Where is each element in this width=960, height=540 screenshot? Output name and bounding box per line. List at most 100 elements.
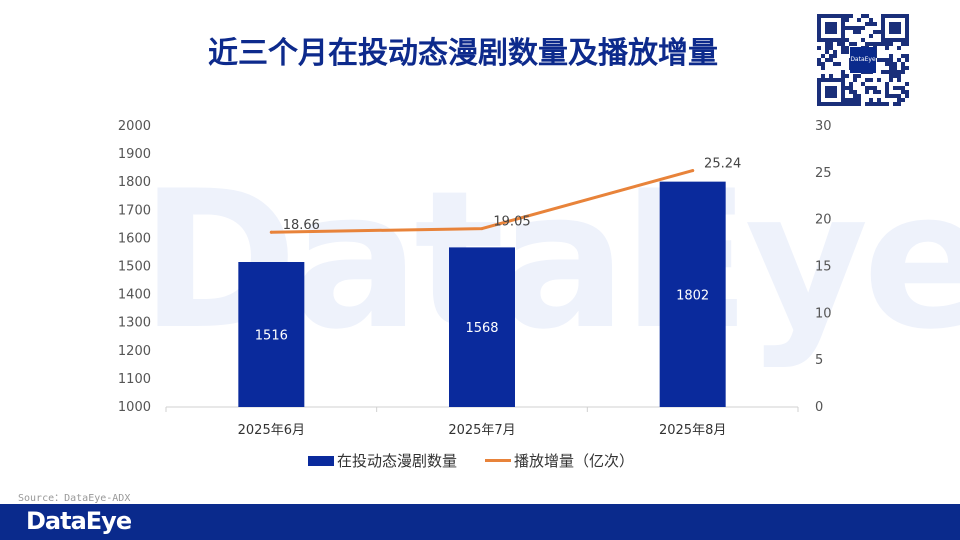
- qr-module: [889, 62, 893, 66]
- qr-module: [849, 86, 853, 90]
- qr-module: [869, 18, 873, 22]
- qr-module: [845, 74, 849, 78]
- y-right-tick-label: 5: [815, 353, 823, 368]
- qr-module: [897, 58, 901, 62]
- legend-bar-label: 在投动态漫剧数量: [337, 452, 458, 470]
- qr-module: [893, 62, 897, 66]
- qr-module: [885, 46, 889, 50]
- y-left-tick-label: 1400: [118, 288, 151, 303]
- qr-module: [865, 22, 869, 26]
- x-category-label: 2025年6月: [238, 423, 305, 438]
- qr-module: [853, 74, 857, 78]
- qr-module: [853, 30, 857, 34]
- legend-line-label: 播放增量（亿次）: [514, 452, 635, 470]
- qr-module: [849, 82, 853, 86]
- qr-module: [877, 42, 881, 46]
- qr-module: [853, 42, 857, 46]
- qr-module: [829, 42, 833, 46]
- qr-module: [869, 86, 873, 90]
- qr-module: [857, 74, 861, 78]
- qr-module: [873, 90, 877, 94]
- qr-module: [853, 98, 857, 102]
- qr-module: [885, 58, 889, 62]
- qr-module: [885, 86, 889, 90]
- page-title: 近三个月在投动态漫剧数量及播放增量: [208, 36, 718, 71]
- qr-module: [845, 14, 849, 18]
- qr-code: DataEye: [817, 14, 909, 106]
- y-left-tick-label: 2000: [118, 119, 151, 134]
- qr-module: [881, 58, 885, 62]
- y-left-tick-label: 1600: [118, 231, 151, 246]
- qr-module: [845, 50, 849, 54]
- qr-finder-inner: [889, 22, 901, 34]
- y-right-tick-label: 0: [815, 400, 823, 415]
- qr-module: [861, 38, 865, 42]
- qr-module: [901, 70, 905, 74]
- qr-module: [865, 102, 869, 106]
- qr-module: [849, 98, 853, 102]
- x-category-label: 2025年7月: [448, 423, 515, 438]
- line-point: [269, 230, 273, 234]
- qr-module: [905, 58, 909, 62]
- y-left-tick-label: 1700: [118, 203, 151, 218]
- qr-module: [857, 98, 861, 102]
- qr-finder-inner: [825, 86, 837, 98]
- qr-module: [873, 22, 877, 26]
- qr-module: [901, 42, 905, 46]
- qr-module: [853, 78, 857, 82]
- qr-module: [853, 102, 857, 106]
- qr-module: [901, 54, 905, 58]
- qr-module: [845, 46, 849, 50]
- qr-module: [849, 14, 853, 18]
- qr-module: [837, 42, 841, 46]
- qr-module: [901, 98, 905, 102]
- qr-module: [869, 102, 873, 106]
- qr-module: [833, 50, 837, 54]
- qr-module: [885, 62, 889, 66]
- qr-module: [829, 58, 833, 62]
- qr-module: [893, 66, 897, 70]
- qr-module: [861, 26, 865, 30]
- y-left-tick-label: 1800: [118, 175, 151, 190]
- qr-module: [869, 22, 873, 26]
- qr-module: [885, 90, 889, 94]
- qr-module: [841, 46, 845, 50]
- bar: [659, 181, 726, 407]
- qr-module: [861, 14, 865, 18]
- qr-module: [905, 82, 909, 86]
- qr-module: [829, 46, 833, 50]
- line-series: [269, 169, 695, 234]
- qr-module: [817, 46, 821, 50]
- qr-module: [869, 42, 873, 46]
- qr-module: [901, 66, 905, 70]
- qr-module: [821, 62, 825, 66]
- y-left-tick-label: 1000: [118, 400, 151, 415]
- qr-module: [825, 42, 829, 46]
- qr-module: [889, 74, 893, 78]
- qr-module: [885, 42, 889, 46]
- qr-module: [865, 78, 869, 82]
- qr-module: [897, 94, 901, 98]
- qr-module: [833, 54, 837, 58]
- qr-module: [821, 66, 825, 70]
- line-point: [691, 169, 695, 173]
- qr-logo: DataEye: [850, 47, 876, 73]
- qr-module: [817, 62, 821, 66]
- qr-module: [905, 54, 909, 58]
- qr-module: [841, 70, 845, 74]
- qr-module: [849, 90, 853, 94]
- qr-module: [833, 62, 837, 66]
- line-data-label: 18.66: [283, 218, 320, 233]
- qr-module: [845, 86, 849, 90]
- footer-bar: DataEye: [0, 504, 960, 540]
- qr-module: [885, 70, 889, 74]
- qr-module: [865, 42, 869, 46]
- qr-module: [901, 86, 905, 90]
- qr-module: [849, 42, 853, 46]
- y-left-tick-label: 1100: [118, 372, 151, 387]
- source-note: Source：DataEye-ADX: [18, 493, 131, 504]
- bar: [449, 247, 515, 407]
- qr-module: [817, 58, 821, 62]
- qr-module: [897, 98, 901, 102]
- qr-module: [821, 54, 825, 58]
